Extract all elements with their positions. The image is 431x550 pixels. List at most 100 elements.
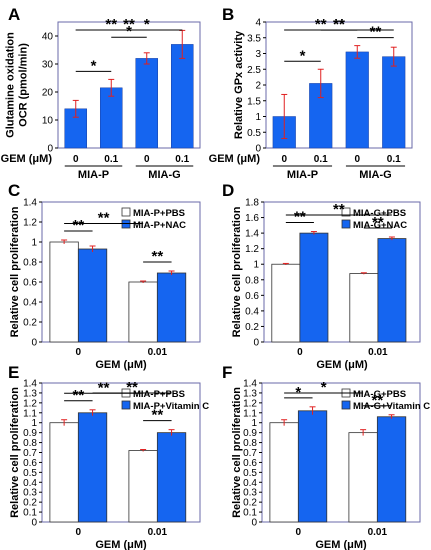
y-tick-label: 0.4: [23, 298, 37, 309]
group-label: MIA-G: [148, 169, 180, 181]
y-tick-label: 1.1: [243, 408, 257, 419]
significance-label: **: [151, 407, 163, 424]
y-tick-label: 0.2: [243, 498, 257, 509]
y-tick-label: 0.9: [23, 428, 37, 439]
panel-letter: E: [8, 363, 19, 382]
y-tick-label: 1.2: [245, 244, 259, 255]
legend-swatch: [121, 400, 131, 410]
y-tick-label: 1.1: [23, 408, 37, 419]
y-tick-label: 0.3: [243, 488, 257, 499]
y-tick-label: 1.2: [23, 398, 37, 409]
panel-letter: C: [8, 181, 20, 200]
y-tick-label: 10: [42, 116, 54, 127]
y-tick-label: 0.5: [243, 468, 257, 479]
panel-a: A 0 10 20 30 40 Glutamine oxidation OCR (pmol/m…: [1, 5, 201, 181]
y-tick-label: 0.1: [23, 508, 37, 519]
x-axis-prefix: GEM (μM): [1, 153, 53, 165]
plot-frame: [57, 21, 201, 149]
x-tick-label: 0: [76, 527, 82, 538]
legend-box: [118, 386, 198, 413]
y-axis-label-line: Glutamine oxidation: [5, 32, 17, 138]
y-tick-label: 1.4: [245, 229, 259, 240]
panel-f: F00.10.20.30.40.50.60.70.80.911.11.21.31…: [222, 363, 430, 550]
y-tick-label: 1: [255, 112, 261, 123]
x-tick-label: 0: [354, 154, 360, 165]
legend-label: MIA-G+NAC: [353, 220, 407, 231]
significance-label: **: [123, 16, 135, 33]
x-tick-label: 0.01: [368, 527, 388, 538]
legend-label: MIA-P+NAC: [133, 220, 186, 231]
bar: [156, 272, 187, 343]
legend-label: MIA-G+Vitamin C: [353, 401, 430, 412]
panel-b: B 0 0.5 1 1.5 2 2.5 3 3.5 4 Relative GPx activity 0…: [209, 5, 413, 181]
y-tick-label: 0.8: [23, 438, 37, 449]
x-axis-label: GEM (μM): [95, 359, 147, 371]
significance-label: **: [105, 16, 117, 33]
y-tick-label: 1.5: [247, 96, 261, 107]
x-tick-label: 0: [73, 154, 79, 165]
legend-swatch: [341, 219, 351, 229]
y-tick-label: 3.5: [247, 33, 261, 44]
bar: [135, 58, 159, 149]
y-tick-label: 1: [31, 238, 37, 249]
significance-label: **: [333, 16, 345, 33]
bar: [77, 412, 108, 523]
significance-label: **: [294, 209, 306, 226]
y-tick-label: 4: [255, 18, 261, 29]
significance-label: **: [98, 209, 110, 226]
y-tick-label: 40: [42, 32, 54, 43]
y-tick-label: 2: [255, 81, 261, 92]
significance-label: **: [333, 201, 345, 218]
bar: [49, 422, 79, 523]
y-tick-label: 1.4: [23, 379, 37, 390]
legend-label: MIA-P+PBS: [133, 389, 185, 400]
y-tick-label: 0.4: [243, 478, 257, 489]
y-tick-label: 0.8: [243, 438, 257, 449]
y-tick-label: 0.6: [23, 278, 37, 289]
y-tick-label: 0.7: [23, 448, 37, 459]
bar: [297, 410, 328, 523]
legend-box: [338, 386, 418, 413]
significance-label: **: [370, 24, 382, 41]
y-tick-label: 2.5: [247, 65, 261, 76]
bar: [49, 241, 79, 343]
bar: [269, 422, 299, 523]
y-tick-label: 0.8: [23, 258, 37, 269]
panel-letter: B: [222, 5, 234, 24]
y-axis-label: Relative cell proliferation: [231, 387, 243, 518]
significance-label: *: [144, 16, 150, 33]
bar: [382, 56, 406, 149]
significance-label: **: [372, 214, 384, 231]
significance-label: **: [72, 217, 84, 234]
y-tick-label: 0.4: [245, 306, 259, 317]
significance-label: **: [333, 16, 345, 33]
x-tick-label: 0.01: [368, 347, 388, 358]
y-tick-label: 0: [31, 338, 37, 349]
x-tick-label: 0.1: [314, 154, 328, 165]
y-tick-label: 1.4: [23, 198, 37, 209]
y-tick-label: 30: [42, 60, 54, 71]
bar: [271, 263, 301, 343]
y-axis-label-line: OCR (pmol/min): [18, 43, 30, 127]
y-tick-label: 1.3: [23, 388, 37, 399]
y-tick-label: 0.5: [23, 468, 37, 479]
y-tick-label: 20: [42, 88, 54, 99]
significance-label: *: [321, 379, 327, 396]
x-tick-label: 0: [297, 347, 303, 358]
bar: [128, 281, 158, 343]
y-tick-label: 0.5: [247, 128, 261, 139]
significance-label: **: [98, 379, 110, 396]
plot-frame: [263, 201, 421, 343]
bar: [99, 87, 123, 149]
legend-label: MIA-P+PBS: [133, 208, 185, 219]
y-tick-label: 1: [251, 418, 257, 429]
x-tick-label: 0.1: [104, 154, 118, 165]
y-tick-label: 0: [255, 144, 261, 155]
y-tick-label: 0.2: [245, 322, 259, 333]
significance-label: *: [126, 23, 132, 40]
significance-label: **: [126, 379, 138, 396]
y-tick-label: 0.1: [243, 508, 257, 519]
y-tick-label: 0: [47, 144, 53, 155]
y-tick-label: 1: [253, 260, 259, 271]
